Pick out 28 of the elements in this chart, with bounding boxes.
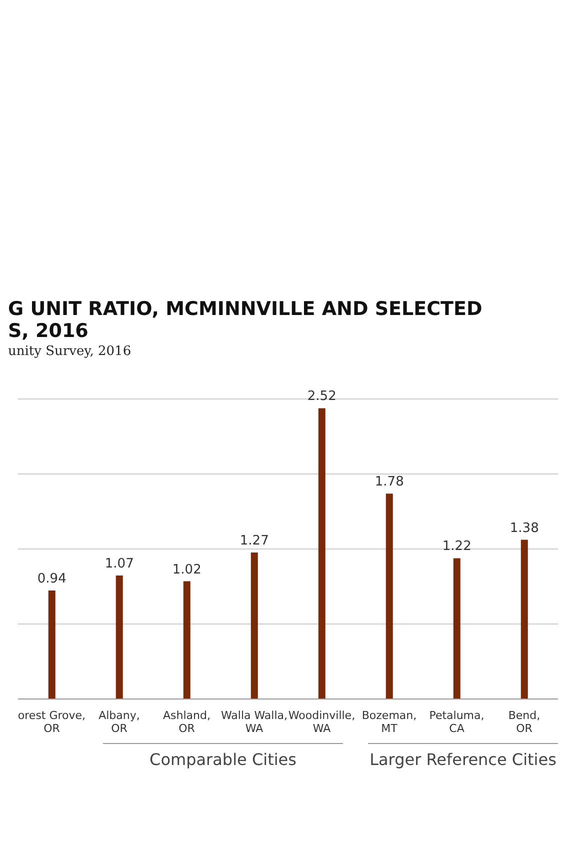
x-tick-label: Petaluma, CA bbox=[429, 709, 484, 735]
text: Larger Reference Cities bbox=[368, 743, 558, 769]
data-label: 1.22 bbox=[442, 539, 472, 554]
x-tick-label: Walla Walla, WA bbox=[220, 709, 288, 735]
chart-title: G UNIT RATIO, MCMINNVILLE AND SELECTED S, 2016 bbox=[8, 298, 484, 342]
data-label: 1.27 bbox=[240, 533, 269, 548]
bar bbox=[453, 558, 460, 699]
data-label: 2.52 bbox=[307, 389, 336, 404]
data-label: 1.02 bbox=[172, 562, 202, 578]
bar bbox=[520, 540, 528, 699]
x-tick-label: orest Grove, OR bbox=[18, 709, 86, 735]
bar bbox=[386, 494, 393, 699]
bar bbox=[116, 576, 123, 699]
x-tick-label: Albany, OR bbox=[98, 709, 140, 735]
data-label: 1.07 bbox=[104, 556, 134, 572]
chart-subtitle: unity Survey, 2016 bbox=[8, 344, 132, 359]
x-tick-label: Bozeman, MT bbox=[362, 709, 417, 735]
data-label: 0.94 bbox=[37, 572, 66, 587]
text: Comparable Cities bbox=[103, 743, 343, 769]
bar bbox=[48, 590, 56, 699]
x-tick-label: Woodinville, WA bbox=[288, 709, 356, 735]
data-label: 1.78 bbox=[374, 474, 404, 490]
bar bbox=[250, 552, 258, 699]
bar bbox=[183, 581, 190, 699]
x-tick-label: Ashland, OR bbox=[163, 709, 210, 735]
x-tick-label: Bend, OR bbox=[508, 709, 540, 735]
bar bbox=[318, 408, 326, 699]
data-label: 1.38 bbox=[510, 520, 539, 536]
